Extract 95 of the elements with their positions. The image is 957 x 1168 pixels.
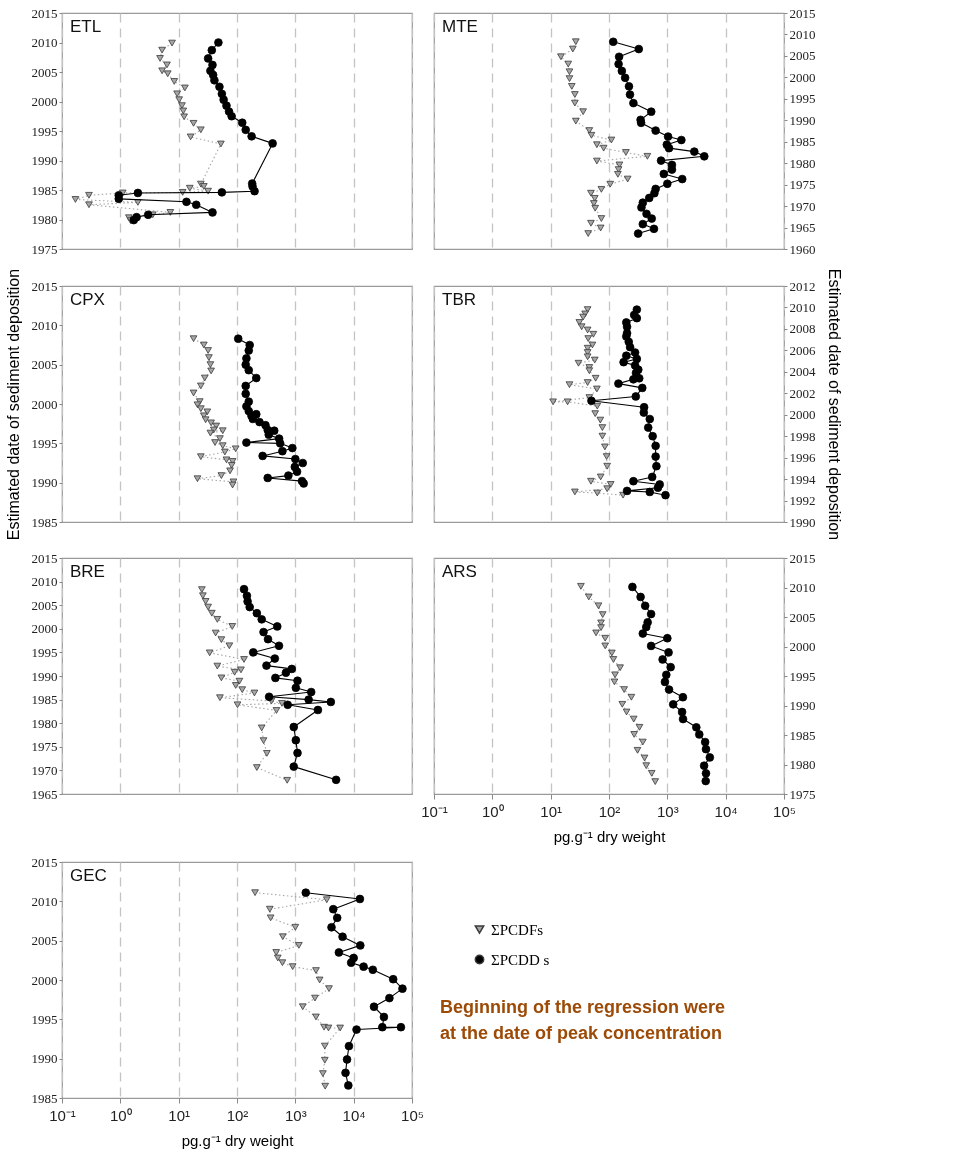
chart-title: GEC — [70, 866, 107, 885]
chart-title: TBR — [442, 290, 476, 309]
y-tick-label: 1970 — [31, 762, 58, 778]
y-tick-label: 1975 — [789, 786, 816, 802]
y-tick-label: 2015 — [789, 5, 816, 21]
y-tick-label: 1998 — [789, 428, 816, 444]
chart-title: ARS — [442, 562, 477, 581]
y-tick-label: 1990 — [31, 1051, 58, 1067]
y-tick-label: 1975 — [31, 241, 58, 257]
chart-title: MTE — [442, 17, 478, 36]
y-tick-label: 2010 — [31, 35, 58, 50]
x-tick-label: 10² — [598, 802, 621, 820]
x-tick-label: 10⁰ — [109, 1106, 132, 1124]
y-tick-label: 1990 — [31, 153, 58, 168]
y-tick-label: 1994 — [789, 471, 816, 487]
y-tick-label: 1995 — [789, 91, 816, 107]
x-axis-title: pg.g⁻¹ dry weight — [553, 827, 667, 845]
y-tick-label: 2005 — [789, 609, 816, 625]
x-tick-label: 10¹ — [168, 1106, 191, 1124]
y-tick-label: 1990 — [31, 475, 58, 491]
y-tick-label: 1985 — [789, 727, 816, 743]
x-tick-label: 10³ — [284, 1106, 307, 1124]
legend-label: ΣPCDFs — [491, 921, 544, 938]
chart-title: CPX — [70, 290, 105, 309]
y-tick-label: 1985 — [789, 134, 816, 150]
y-tick-label: 1995 — [31, 644, 58, 660]
y-tick-label: 2010 — [789, 580, 816, 595]
y-tick-label: 1965 — [789, 220, 816, 236]
x-tick-label: 10⁴ — [714, 802, 738, 820]
x-tick-label: 10¹ — [540, 802, 563, 820]
y-tick-label: 2015 — [31, 550, 58, 566]
y-tick-label: 2010 — [31, 574, 58, 590]
x-axis-title: pg.g⁻¹ dry weight — [181, 1131, 295, 1149]
y-axis-title: Estimated date of sediment deposition — [825, 268, 843, 541]
y-tick-label: 1975 — [31, 739, 58, 755]
y-tick-label: 2015 — [31, 854, 58, 870]
chart-title: BRE — [70, 562, 105, 581]
y-tick-label: 2015 — [31, 5, 58, 21]
y-tick-label: 1985 — [31, 182, 58, 198]
x-tick-label: 10⁴ — [342, 1106, 366, 1124]
y-tick-label: 2005 — [789, 48, 816, 64]
y-tick-label: 1985 — [31, 1090, 58, 1106]
y-tick-label: 1970 — [789, 198, 816, 214]
y-tick-label: 2015 — [789, 550, 816, 566]
y-tick-label: 2005 — [31, 597, 58, 613]
y-tick-label: 1980 — [789, 757, 816, 772]
y-tick-label: 1995 — [789, 668, 816, 684]
x-tick-label: 10² — [226, 1106, 249, 1124]
y-tick-label: 1980 — [789, 155, 816, 171]
x-tick-label: 10⁻¹ — [421, 802, 448, 820]
y-tick-label: 2000 — [31, 94, 58, 109]
y-tick-label: 2005 — [31, 357, 58, 373]
x-tick-label: 10⁵ — [773, 802, 796, 820]
y-tick-label: 2005 — [31, 933, 58, 949]
y-tick-label: 2010 — [31, 317, 58, 333]
y-tick-label: 1960 — [789, 241, 816, 257]
y-tick-label: 2000 — [789, 639, 816, 654]
y-tick-label: 2012 — [789, 278, 816, 294]
y-tick-label: 2006 — [789, 342, 816, 358]
y-tick-label: 1996 — [789, 450, 816, 466]
y-tick-label: 2010 — [789, 26, 816, 42]
y-tick-label: 2000 — [31, 621, 58, 637]
y-tick-label: 1995 — [31, 123, 58, 139]
y-tick-label: 2000 — [789, 69, 816, 85]
y-tick-label: 1985 — [31, 514, 58, 530]
y-tick-label: 1992 — [789, 493, 816, 509]
y-tick-label: 2000 — [789, 407, 816, 423]
y-tick-label: 2004 — [789, 364, 816, 380]
y-tick-label: 1990 — [789, 112, 816, 128]
y-tick-label: 1990 — [789, 698, 816, 713]
y-tick-label: 1995 — [31, 435, 58, 451]
y-tick-label: 1975 — [789, 177, 816, 193]
y-tick-label: 1985 — [31, 692, 58, 708]
x-tick-label: 10³ — [656, 802, 679, 820]
y-tick-label: 1990 — [789, 514, 816, 530]
y-tick-label: 2002 — [789, 385, 816, 401]
y-tick-label: 1990 — [31, 668, 58, 684]
y-tick-label: 2000 — [31, 396, 58, 412]
y-tick-label: 1965 — [31, 786, 58, 802]
y-tick-label: 1980 — [31, 715, 58, 731]
x-tick-label: 10⁻¹ — [49, 1106, 76, 1124]
y-tick-label: 2000 — [31, 972, 58, 988]
y-tick-label: 1980 — [31, 212, 58, 227]
y-tick-label: 1995 — [31, 1011, 58, 1027]
text: Beginning of the regression were at the date of peak concentration — [440, 997, 726, 1044]
x-tick-label: 10⁰ — [481, 802, 504, 820]
y-tick-label: 2010 — [789, 299, 816, 315]
y-tick-label: 2005 — [31, 64, 58, 80]
x-tick-label: 10⁵ — [401, 1106, 424, 1124]
legend-label: ΣPCDD s — [491, 951, 550, 968]
y-tick-label: 2015 — [31, 278, 58, 294]
y-tick-label: 2010 — [31, 893, 58, 909]
y-axis-title: Estimated date of sediment deposition — [4, 268, 22, 541]
chart-title: ETL — [70, 17, 102, 36]
y-tick-label: 2008 — [789, 321, 816, 337]
